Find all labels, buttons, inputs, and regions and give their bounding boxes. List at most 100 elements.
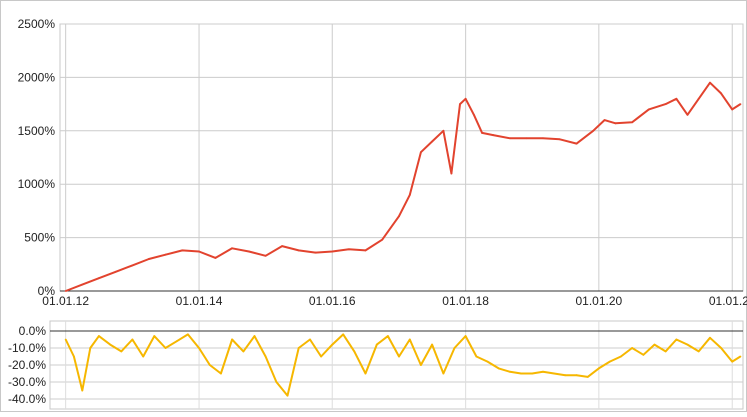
- drawdown-point: [475, 355, 478, 358]
- drawdown-point: [464, 335, 467, 337]
- drawdown-point: [709, 336, 711, 339]
- equity-point: [720, 92, 723, 95]
- equity-point: [431, 140, 433, 143]
- drawdown-point: [220, 372, 222, 375]
- drawdown-point: [342, 333, 345, 336]
- drawdown-point: [486, 360, 489, 363]
- equity-point: [442, 129, 445, 132]
- equity-point: [231, 247, 233, 250]
- drawdown-point: [131, 338, 134, 341]
- drawdown-point: [420, 364, 422, 366]
- drawdown-point: [320, 355, 323, 358]
- dd-y-tick-label: 0.0%: [19, 324, 47, 338]
- drawdown-point: [89, 347, 92, 349]
- x-tick-label: 01.01.20: [575, 294, 622, 308]
- equity-point: [481, 132, 483, 134]
- equity-point: [381, 238, 384, 241]
- drawdown-point: [608, 360, 611, 363]
- drawdown-point: [586, 376, 589, 378]
- equity-point: [647, 108, 650, 111]
- equity-point: [731, 108, 734, 111]
- x-tick-label: 01.01.12: [42, 294, 89, 308]
- drawdown-point: [81, 389, 84, 392]
- x-tick-label: 01.01.22: [709, 294, 747, 308]
- dd-y-tick-label: -20.0%: [8, 358, 46, 372]
- drawdown-point: [731, 360, 734, 363]
- equity-point: [420, 151, 422, 154]
- drawdown-point: [142, 355, 145, 358]
- y-tick-label: 0%: [38, 284, 56, 298]
- drawdown-point: [253, 335, 256, 337]
- drawdown-point: [664, 350, 667, 353]
- drawdown-point: [431, 343, 433, 346]
- drawdown-point: [542, 370, 544, 373]
- equity-point: [281, 245, 283, 248]
- equity-point: [114, 270, 117, 273]
- drawdown-point: [286, 394, 289, 397]
- equity-point: [631, 121, 633, 124]
- dd-y-tick-label: -10.0%: [8, 341, 46, 355]
- equity-point: [739, 103, 742, 105]
- equity-point: [525, 137, 528, 140]
- equity-point: [247, 250, 250, 253]
- drawdown-point: [175, 340, 178, 343]
- drawdown-point: [520, 372, 523, 375]
- drawdown-point: [442, 372, 445, 375]
- drawdown-point: [686, 343, 689, 346]
- equity-point: [697, 97, 700, 100]
- equity-point: [81, 283, 84, 286]
- y-tick-label: 500%: [24, 231, 55, 245]
- equity-point: [592, 129, 595, 132]
- equity-point: [675, 97, 678, 100]
- drawdown-point: [408, 338, 411, 341]
- drawdown-point: [575, 374, 578, 377]
- equity-point: [558, 138, 561, 141]
- drawdown-point: [120, 350, 123, 353]
- drawdown-point: [309, 338, 311, 341]
- drawdown-point: [553, 372, 556, 375]
- drawdown-point: [364, 372, 367, 375]
- equity-point: [408, 193, 411, 196]
- equity-point: [614, 122, 617, 125]
- equity-point: [198, 250, 200, 253]
- equity-point: [542, 137, 544, 140]
- equity-point: [297, 249, 300, 252]
- equity-point: [686, 113, 689, 116]
- drawdown-point: [153, 335, 156, 337]
- drawdown-point: [509, 370, 511, 373]
- drawdown-point: [739, 355, 742, 358]
- drawdown-point: [620, 355, 622, 358]
- equity-point: [459, 103, 461, 105]
- drawdown-point: [353, 350, 356, 353]
- drawdown-point: [231, 338, 233, 341]
- x-tick-label: 01.01.14: [176, 294, 223, 308]
- equity-point: [147, 258, 150, 260]
- drawdown-point: [564, 374, 567, 377]
- equity-point: [181, 249, 184, 252]
- equity-point: [314, 251, 317, 254]
- equity-point: [214, 256, 217, 259]
- drawdown-point: [497, 367, 500, 370]
- equity-point: [364, 249, 367, 252]
- y-tick-label: 2000%: [18, 70, 56, 84]
- drawdown-point: [264, 355, 267, 358]
- equity-curve-panel: 0% 500% 1000% 1500% 2000% 2500% 01.01.12 01.01.…: [18, 17, 747, 308]
- equity-point: [664, 103, 667, 105]
- drawdown-point: [531, 372, 534, 375]
- equity-point: [450, 172, 453, 175]
- equity-point: [264, 254, 267, 257]
- drawdown-point: [97, 335, 100, 337]
- drawdown-point: [198, 347, 200, 349]
- equity-point: [131, 264, 134, 267]
- drawdown-point: [642, 353, 645, 356]
- drawdown-point: [164, 347, 167, 349]
- drawdown-point: [398, 355, 400, 358]
- drawdown-point: [297, 347, 300, 349]
- x-tick-label: 01.01.16: [309, 294, 356, 308]
- dd-y-tick-label: -30.0%: [8, 375, 46, 389]
- equity-point: [464, 97, 467, 100]
- drawdown-point: [375, 343, 378, 346]
- y-tick-label: 1500%: [18, 124, 56, 138]
